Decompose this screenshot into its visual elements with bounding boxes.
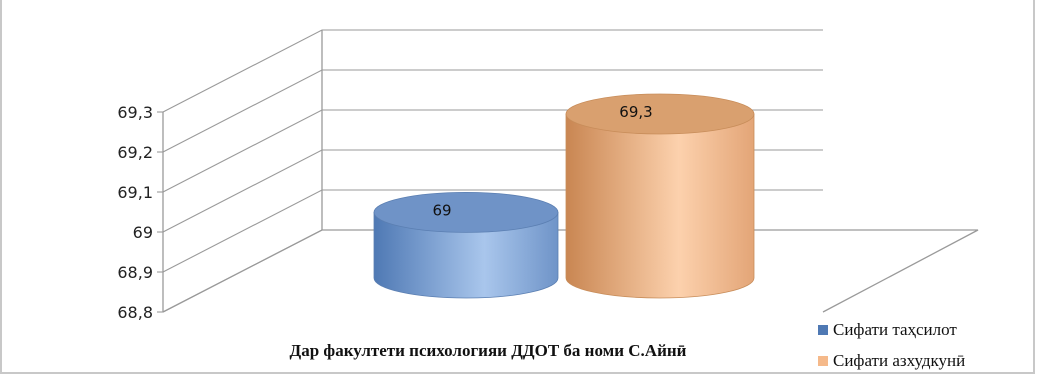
chart-bars: 69 69,3 — [373, 93, 755, 299]
gridline — [162, 29, 823, 113]
legend-label-series-2: Сифати азхудкунӣ — [833, 351, 965, 370]
data-label: 69 — [432, 201, 451, 219]
gridline — [162, 69, 823, 153]
y-tick-label: 69 — [133, 223, 153, 242]
legend-swatch-series-2 — [818, 356, 828, 366]
category-label: Дар факултети психологияи ДДОТ ба номи С… — [290, 341, 687, 360]
bar-series-1: 69 — [373, 191, 559, 299]
legend-swatch-series-1 — [818, 325, 828, 335]
bar-body — [373, 212, 559, 299]
bar-top — [565, 93, 755, 135]
bar-series-2: 69,3 — [565, 93, 755, 299]
y-tick-label: 69,3 — [117, 103, 153, 122]
y-axis-ticks: 68,8 68,9 69 69,1 69,2 69,3 — [117, 103, 163, 322]
y-tick-label: 69,1 — [117, 183, 153, 202]
bar-top — [373, 191, 559, 233]
chart-walls — [162, 29, 979, 313]
legend-label-series-1: Сифати таҳсилот — [833, 320, 957, 339]
y-tick-label: 68,8 — [117, 303, 153, 322]
y-tick-label: 68,9 — [117, 263, 153, 282]
legend: Сифати таҳсилот Сифати азхудкунӣ — [818, 320, 965, 370]
y-tick-label: 69,2 — [117, 143, 153, 162]
bar-body — [565, 113, 755, 299]
data-label: 69,3 — [619, 103, 652, 121]
